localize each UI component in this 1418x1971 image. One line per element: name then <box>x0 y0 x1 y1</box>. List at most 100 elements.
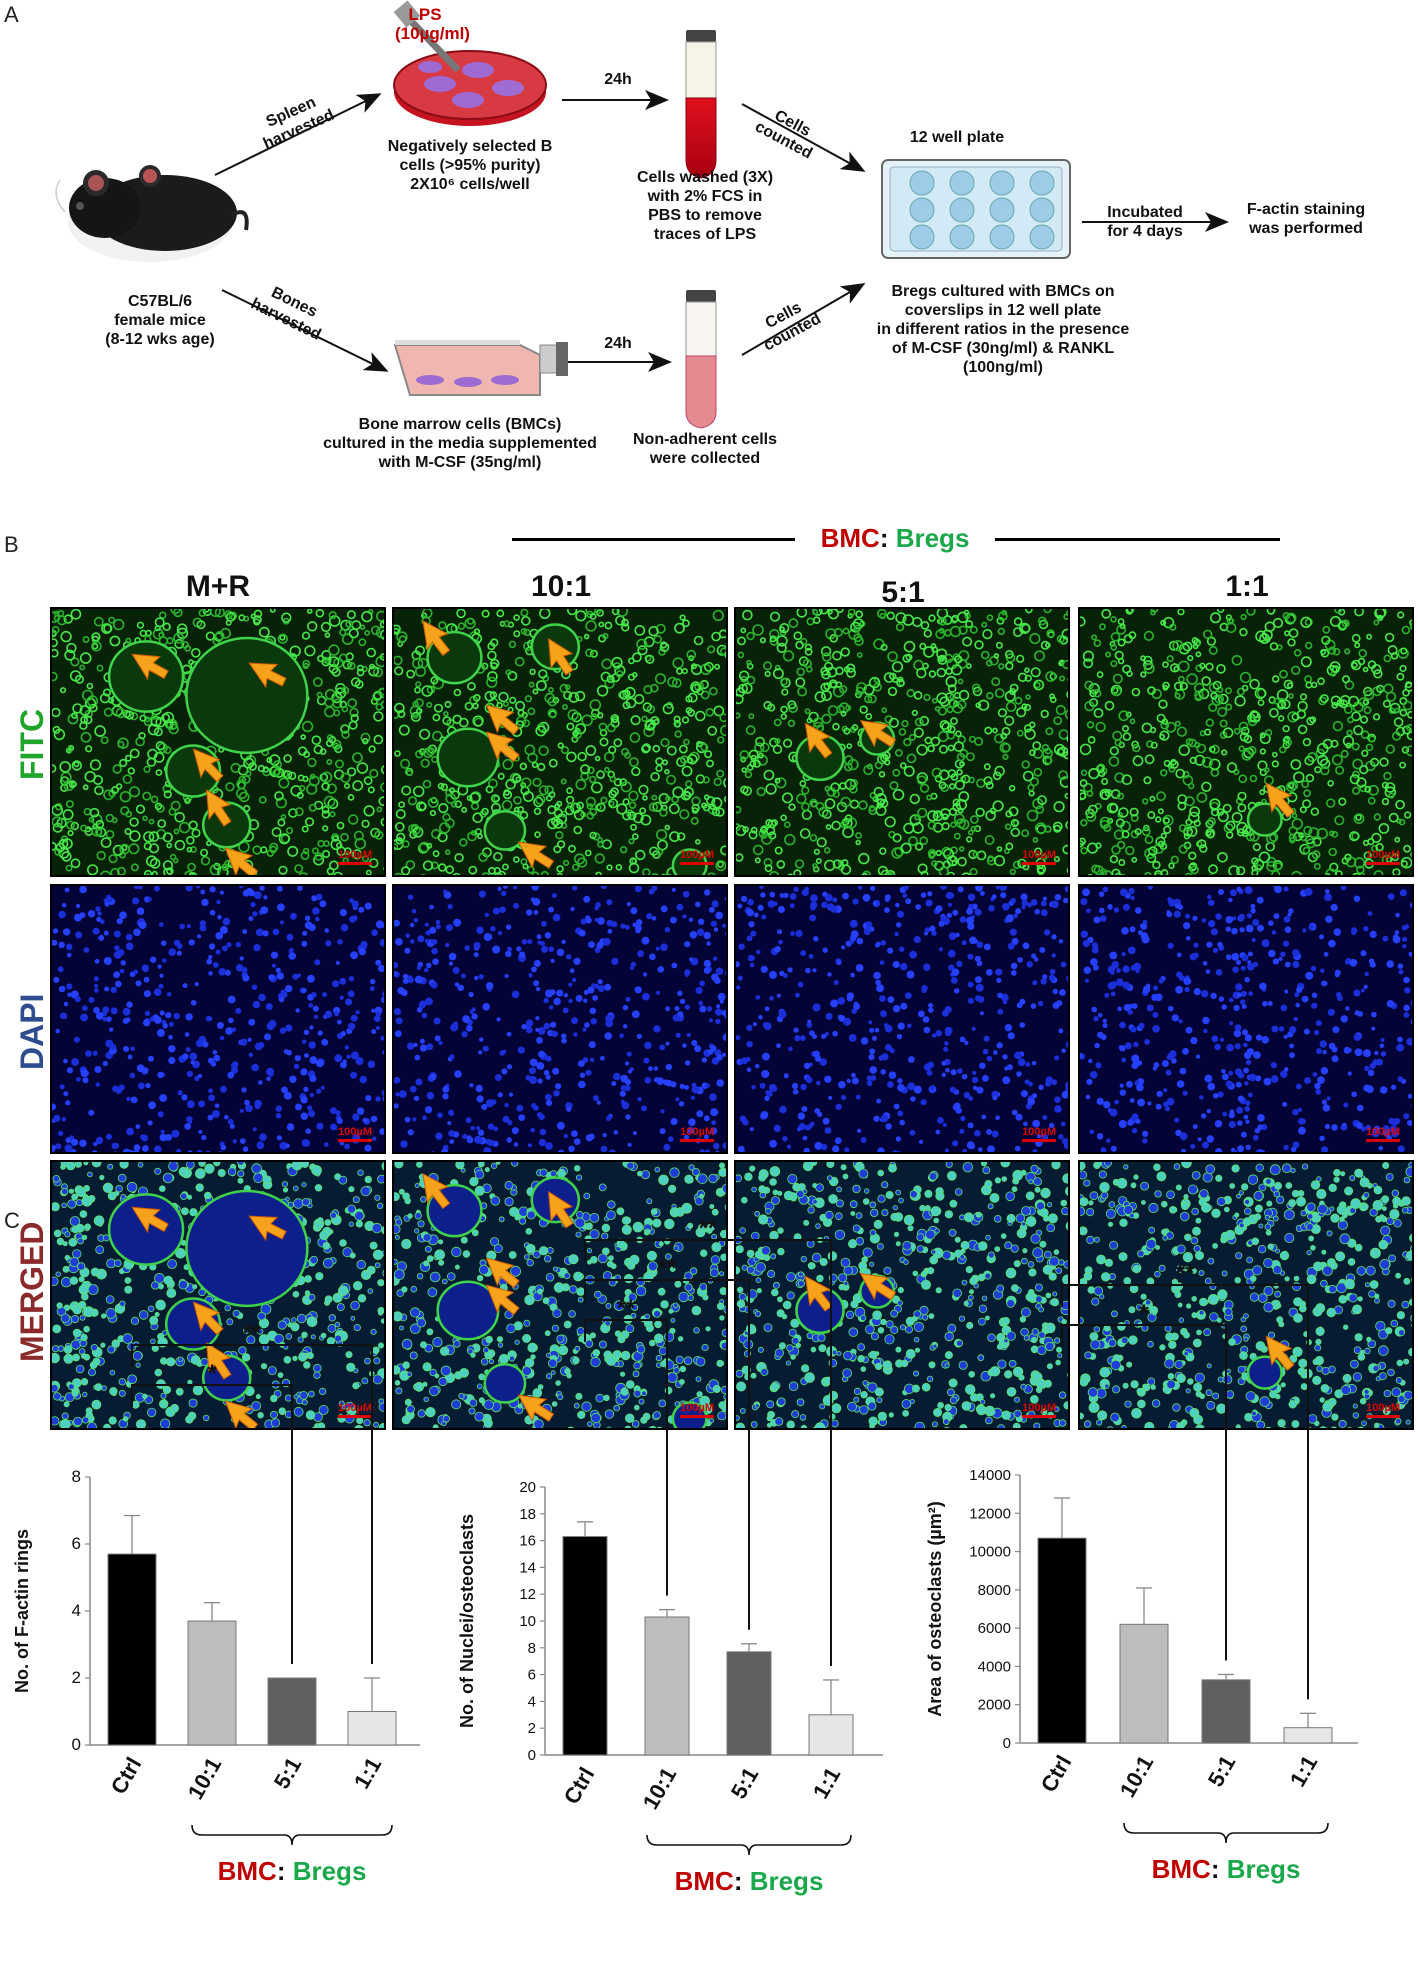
significance-label: ** <box>1176 1260 1195 1287</box>
arrow-icon <box>206 1342 232 1380</box>
arrow-icon <box>248 662 287 689</box>
time-bottom-label: 24h <box>604 335 632 352</box>
bar <box>808 1714 854 1756</box>
scale-bar-label: 100µM <box>680 849 714 861</box>
bar <box>1119 1623 1169 1744</box>
scale-bar: 100µM <box>680 849 714 865</box>
group-brace <box>191 1824 393 1846</box>
scale-bar: 100µM <box>338 1126 372 1142</box>
y-tick-label: 12000 <box>969 1505 1011 1522</box>
arrow-icon <box>517 1394 555 1423</box>
bmc-bregs-header: BMC: Bregs <box>795 520 995 556</box>
scale-bar-label: 100µM <box>1366 849 1400 861</box>
bar <box>267 1677 317 1746</box>
x-tick-label: Ctrl <box>106 1753 147 1798</box>
y-axis-label: Area of osteoclasts (µm²) <box>925 1501 945 1716</box>
arrow-icon <box>859 719 897 748</box>
y-tick-label: 12 <box>519 1586 536 1603</box>
x-tick-label: 1:1 <box>349 1753 387 1793</box>
arrow-icon <box>548 637 574 676</box>
y-tick-label: 2 <box>72 1668 81 1687</box>
arrow-icon <box>192 1301 224 1336</box>
bones-arrow <box>221 289 389 372</box>
micrograph-cells <box>394 1162 726 1428</box>
scale-bar-label: 100µM <box>338 1126 372 1138</box>
significance-label: ** <box>699 1215 718 1242</box>
osteoclast-ring <box>185 1189 309 1308</box>
bar <box>347 1711 397 1746</box>
arrow-icon <box>206 789 232 827</box>
arrow-icon <box>224 847 259 875</box>
y-tick-label: 0 <box>72 1735 81 1754</box>
x-tick-label: Ctrl <box>559 1763 600 1808</box>
x-tick-label: Ctrl <box>1036 1751 1077 1796</box>
arrow-icon <box>485 1257 520 1289</box>
bar <box>644 1616 690 1756</box>
group-label: BMC: Bregs <box>675 1866 824 1896</box>
x-tick-label: 10:1 <box>183 1753 227 1804</box>
scale-bar: 100µM <box>338 1402 372 1418</box>
arrow-icon <box>485 1284 520 1316</box>
arrow-counted-bottom <box>741 282 866 356</box>
micrograph-dapi-3: 100µM <box>734 884 1070 1154</box>
y-tick-label: 0 <box>1003 1735 1011 1752</box>
b-cells-label: Negatively selected B cells (>95% purity… <box>387 138 553 193</box>
factin-label: F-actin staining was performed <box>1246 201 1366 237</box>
scale-bar-label: 100µM <box>1022 849 1056 861</box>
y-tick-label: 14000 <box>969 1467 1011 1484</box>
scale-bar-label: 100µM <box>1366 1402 1400 1414</box>
arrow-icon <box>422 619 451 657</box>
micrograph-cells <box>1080 886 1412 1152</box>
chart-f-actin-rings: 0 2 4 6 8 No. of F-actin rings Ctrl 10:1 5:1 1:1 B… <box>12 1320 420 1886</box>
x-tick-label: 1:1 <box>1285 1751 1323 1791</box>
y-tick-label: 4 <box>528 1693 536 1710</box>
arrow-icon <box>131 653 169 681</box>
significance-bracket <box>584 1279 750 1630</box>
significance-bracket <box>131 1344 373 1664</box>
incubated-label: Incubated for 4 days <box>1107 204 1183 240</box>
arrow-icon <box>248 1215 287 1242</box>
x-tick-label: 1:1 <box>808 1763 846 1803</box>
bregs-text: Bregs <box>895 523 970 553</box>
scale-bar-label: 100µM <box>1366 1126 1400 1138</box>
x-tick-label: 10:1 <box>1115 1751 1159 1802</box>
bar <box>107 1553 157 1746</box>
y-tick-label: 10 <box>519 1613 536 1630</box>
y-tick-label: 18 <box>519 1506 536 1523</box>
y-tick-label: 6000 <box>978 1620 1011 1637</box>
osteoclast-ring <box>185 636 309 755</box>
micrograph-merged-2: 100µM <box>392 1160 728 1430</box>
scale-bar-line <box>1366 1139 1400 1142</box>
significance-bracket <box>1061 1324 1227 1661</box>
micrograph-cells <box>1080 609 1412 875</box>
osteoclast-ring <box>1246 802 1283 837</box>
micrograph-fitc-2: 100µM <box>392 607 728 877</box>
time-top-label: 24h <box>604 71 632 88</box>
panel-label-a: A <box>4 2 19 27</box>
row-label-dapi: DAPI <box>14 993 50 1070</box>
bar <box>1283 1727 1333 1744</box>
micrograph-cells <box>52 1162 384 1428</box>
scale-bar-label: 100µM <box>338 849 372 861</box>
bar <box>562 1536 608 1756</box>
arrow-icon <box>192 748 224 783</box>
tube-bottom-icon <box>685 290 717 429</box>
scale-bar-line <box>1366 1415 1400 1418</box>
well-plate-icon <box>881 159 1071 259</box>
micrograph-cells <box>736 609 1068 875</box>
micrograph-cells <box>736 1162 1068 1428</box>
column-label-5-1: 5:1 <box>881 576 925 609</box>
y-tick-label: 16 <box>519 1533 536 1550</box>
scale-bar-line <box>1022 1415 1056 1418</box>
scale-bar-label: 100µM <box>680 1126 714 1138</box>
arrow-icon <box>804 722 833 759</box>
scale-bar-label: 100µM <box>1022 1402 1056 1414</box>
scale-bar-label: 100µM <box>338 1402 372 1414</box>
bar <box>1037 1537 1087 1744</box>
scale-bar-label: 100µM <box>1022 1126 1056 1138</box>
arrow-icon <box>485 704 520 736</box>
arrow-icon <box>131 1206 169 1234</box>
osteoclast-ring <box>483 809 527 851</box>
y-tick-label: 4 <box>72 1601 81 1620</box>
bregs-cultured-label: Bregs cultured with BMCs on coverslips i… <box>876 283 1130 376</box>
